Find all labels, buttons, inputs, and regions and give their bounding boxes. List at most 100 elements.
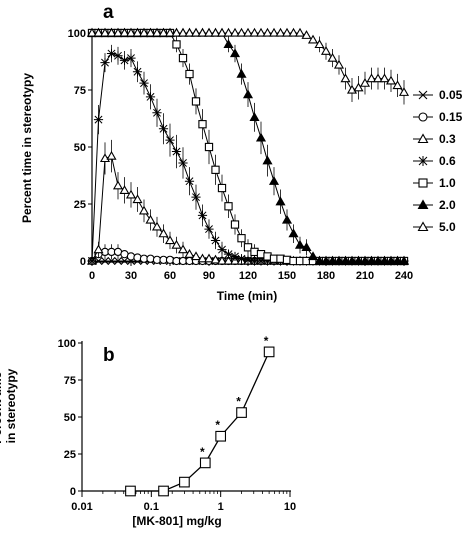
data-point [249, 256, 260, 266]
legend-marker [417, 221, 429, 232]
data-point [101, 257, 109, 265]
data-point [262, 27, 273, 37]
data-point [165, 135, 175, 145]
data-point [171, 146, 182, 157]
data-point [184, 27, 195, 37]
data-point [120, 257, 129, 265]
data-point [114, 257, 122, 265]
data-point [113, 51, 123, 61]
panel-a-series-2-0 [86, 27, 410, 265]
data-point [145, 214, 156, 224]
data-point [106, 27, 117, 37]
data-point [379, 255, 390, 265]
data-point [294, 239, 306, 249]
data-point [327, 52, 338, 62]
data-point [340, 73, 351, 83]
data-point [132, 194, 143, 204]
panel-b-x-tick-label: 1 [218, 501, 224, 513]
data-point [230, 251, 240, 262]
data-point [119, 55, 130, 65]
panel-a-x-tick-label: 90 [203, 270, 215, 282]
data-point [164, 235, 176, 245]
data-point [314, 39, 325, 49]
data-point [198, 120, 207, 129]
panel-b-y-tick-label: 25 [64, 449, 76, 461]
panel-a-y-tick-label: 100 [68, 28, 86, 40]
legend-label: 5.0 [439, 220, 456, 234]
panel-b-label: b [103, 345, 115, 366]
data-point [275, 196, 286, 206]
panel-a-axes: 0 25 50 75 100 0 30 60 90 120 150 180 210 240 [68, 28, 414, 282]
data-point [119, 185, 130, 194]
data-point [172, 40, 181, 49]
data-point [139, 78, 149, 88]
data-point [249, 27, 260, 37]
data-point [372, 73, 384, 83]
data-point [255, 27, 267, 37]
significance-marker: * [215, 418, 220, 432]
data-point [132, 27, 143, 37]
panel-a-x-tick-label: 210 [356, 270, 374, 282]
legend-label: 0.3 [439, 132, 456, 146]
panel-b-data-point [179, 476, 190, 488]
data-point [275, 27, 286, 37]
panel-b-line [130, 351, 270, 492]
data-point [372, 255, 384, 265]
data-point [398, 255, 410, 265]
data-point [158, 124, 169, 134]
data-point [392, 255, 403, 265]
data-point [204, 142, 214, 152]
series-line [92, 32, 404, 262]
panel-b-data-point [158, 485, 169, 497]
data-point [359, 255, 371, 265]
series-line [92, 32, 404, 262]
data-point [236, 68, 247, 78]
data-point [385, 255, 397, 265]
data-point [255, 132, 267, 142]
data-point [268, 175, 280, 185]
data-point [191, 192, 201, 202]
data-point [301, 242, 312, 251]
legend-marker [418, 178, 428, 188]
data-point [236, 254, 247, 264]
data-point [307, 251, 319, 261]
data-point [243, 255, 253, 265]
data-point [138, 205, 150, 215]
legend-label: 0.6 [439, 154, 456, 168]
svg-text:Percent time in stereoty: Percent time in stereotypy [0, 368, 18, 443]
panel-b-axes: 0 25 50 75 100 0.01 0.1 1 10 [58, 338, 296, 513]
data-point [93, 27, 104, 37]
panel-b: b 0 25 50 75 100 0.01 0.1 1 10 * * * * [MK-801] mg/… [0, 334, 296, 528]
significance-marker: * [200, 445, 205, 459]
data-point [340, 255, 351, 265]
data-point [217, 245, 227, 255]
data-point [107, 257, 116, 265]
data-point [145, 27, 156, 37]
data-point [392, 80, 403, 90]
data-point [106, 150, 117, 160]
data-point [333, 255, 345, 265]
data-point [138, 27, 150, 37]
legend-marker [418, 90, 428, 100]
data-point [177, 27, 189, 37]
data-point [256, 256, 266, 266]
data-point [262, 155, 273, 165]
panel-a-x-tick-label: 60 [164, 270, 176, 282]
data-point [171, 239, 182, 249]
legend-entry-0-15: 0.15 [413, 110, 463, 124]
data-point [216, 27, 228, 37]
data-point [210, 254, 221, 264]
data-point [379, 73, 390, 83]
data-point [398, 87, 410, 96]
panel-a-legend: 0.05 0.15 0.3 0.6 1.0 2.0 5.0 [413, 88, 463, 234]
data-point [132, 67, 143, 77]
data-point [87, 256, 97, 266]
legend-entry-5-0: 5.0 [413, 220, 456, 234]
data-point [242, 89, 254, 99]
panel-b-data-point [263, 346, 275, 358]
data-point [288, 27, 299, 37]
panel-b-y-tick-label: 75 [64, 375, 76, 387]
data-point [294, 27, 306, 37]
